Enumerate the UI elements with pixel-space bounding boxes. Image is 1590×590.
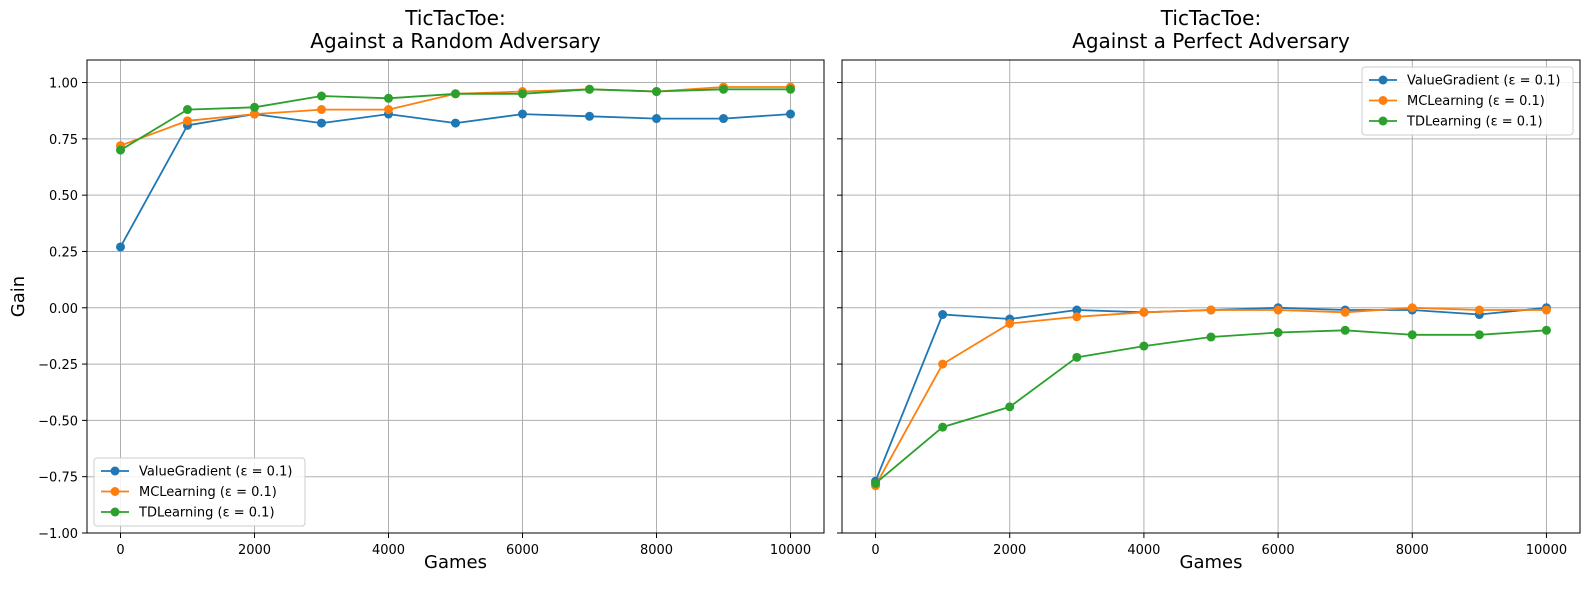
data-point-TDLearning <box>451 89 460 99</box>
legend-marker-ValueGradient <box>1378 75 1388 85</box>
data-point-ValueGradient <box>938 310 948 320</box>
x-tick-label: 10000 <box>1526 543 1567 558</box>
data-point-MCLearning <box>1072 312 1082 322</box>
legend: ValueGradient (ε = 0.1) MCLearning (ε = 0… <box>93 457 306 527</box>
data-point-TDLearning <box>1206 332 1216 342</box>
data-point-MCLearning <box>1206 305 1216 315</box>
legend-label-TDLearning: TDLearning (ε = 0.1) <box>1406 115 1543 130</box>
data-point-MCLearning <box>1139 307 1149 317</box>
data-point-MCLearning <box>250 109 259 119</box>
data-point-TDLearning <box>1474 330 1484 340</box>
data-point-MCLearning <box>1474 305 1484 315</box>
data-point-MCLearning <box>1541 305 1551 315</box>
data-point-TDLearning <box>585 84 594 94</box>
data-point-ValueGradient <box>786 109 795 119</box>
data-point-TDLearning <box>384 93 393 103</box>
data-point-MCLearning <box>183 116 192 126</box>
chart-title-line: TicTacToe: <box>404 6 505 30</box>
data-point-TDLearning <box>1407 330 1417 340</box>
data-point-TDLearning <box>652 87 661 97</box>
legend-box <box>93 457 306 527</box>
chart-panel-perfect-adversary: 0 2000 4000 6000 8000 10000 TicTacToe:Against … <box>837 6 1581 573</box>
x-tick-label: 0 <box>116 543 124 558</box>
data-point-TDLearning <box>1139 341 1149 351</box>
y-tick-label: 0.25 <box>49 245 78 260</box>
legend-marker-ValueGradient <box>110 466 120 476</box>
data-point-TDLearning <box>871 478 881 488</box>
chart-title-line: Against a Perfect Adversary <box>1072 29 1350 53</box>
data-point-MCLearning <box>1340 307 1350 317</box>
data-point-TDLearning <box>938 422 948 432</box>
data-point-TDLearning <box>250 102 259 112</box>
legend-label-ValueGradient: ValueGradient (ε = 0.1) <box>139 465 292 480</box>
data-point-ValueGradient <box>116 242 125 252</box>
x-tick-label: 10000 <box>770 543 811 558</box>
data-point-TDLearning <box>1273 328 1283 338</box>
y-tick-label: −0.75 <box>38 471 78 486</box>
data-point-MCLearning <box>1407 303 1417 313</box>
data-point-MCLearning <box>317 105 326 115</box>
x-tick-label: 2000 <box>238 543 271 558</box>
legend-box <box>1361 66 1574 136</box>
chart-title-line: TicTacToe: <box>1160 6 1261 30</box>
y-tick-label: 0.75 <box>49 133 78 148</box>
data-point-TDLearning <box>317 91 326 101</box>
y-tick-label: −0.25 <box>38 358 78 373</box>
plot-frame <box>86 59 825 534</box>
data-point-MCLearning <box>384 105 393 115</box>
y-tick-label: −1.00 <box>38 527 78 542</box>
data-point-TDLearning <box>1541 325 1551 335</box>
y-tick-label: 0.00 <box>49 302 78 317</box>
data-point-ValueGradient <box>719 114 728 124</box>
data-point-TDLearning <box>1340 325 1350 335</box>
y-axis-label: Gain <box>8 276 29 317</box>
data-point-TDLearning <box>183 105 192 115</box>
x-tick-label: 8000 <box>1396 543 1429 558</box>
legend-label-MCLearning: MCLearning (ε = 0.1) <box>1407 94 1545 109</box>
x-tick-label: 2000 <box>993 543 1026 558</box>
x-tick-label: 6000 <box>506 543 539 558</box>
series-line-TDLearning <box>874 329 1547 485</box>
x-tick-label: 0 <box>871 543 879 558</box>
data-point-ValueGradient <box>1072 305 1082 315</box>
data-point-MCLearning <box>1005 319 1015 329</box>
legend-marker-TDLearning <box>1378 116 1388 126</box>
data-point-TDLearning <box>116 145 125 155</box>
series-line-ValueGradient <box>119 113 791 248</box>
legend-label-ValueGradient: ValueGradient (ε = 0.1) <box>1407 74 1560 89</box>
data-point-MCLearning <box>938 359 948 369</box>
legend-label-TDLearning: TDLearning (ε = 0.1) <box>138 506 275 521</box>
legend-marker-TDLearning <box>110 507 120 517</box>
data-point-TDLearning <box>1005 402 1015 412</box>
legend-label-MCLearning: MCLearning (ε = 0.1) <box>139 485 277 500</box>
x-tick-label: 4000 <box>372 543 405 558</box>
data-point-ValueGradient <box>451 118 460 128</box>
legend-marker-MCLearning <box>110 487 120 496</box>
data-point-TDLearning <box>1072 352 1082 362</box>
y-tick-label: 0.50 <box>49 189 78 204</box>
y-tick-label: −0.50 <box>38 414 78 429</box>
data-point-MCLearning <box>1273 305 1283 315</box>
data-point-ValueGradient <box>585 111 594 121</box>
data-point-ValueGradient <box>652 114 661 124</box>
x-tick-label: 8000 <box>640 543 673 558</box>
data-point-TDLearning <box>518 89 527 99</box>
data-point-ValueGradient <box>317 118 326 128</box>
y-tick-label: 1.00 <box>49 77 78 92</box>
x-axis-label: Games <box>424 552 487 573</box>
legend: ValueGradient (ε = 0.1) MCLearning (ε = 0… <box>1361 66 1574 136</box>
x-tick-label: 4000 <box>1127 543 1160 558</box>
legend-marker-MCLearning <box>1378 96 1388 105</box>
plot-frame <box>841 59 1581 534</box>
x-tick-label: 6000 <box>1262 543 1295 558</box>
data-point-TDLearning <box>719 84 728 94</box>
data-point-TDLearning <box>786 84 795 94</box>
x-axis-label: Games <box>1180 552 1243 573</box>
data-point-ValueGradient <box>518 109 527 119</box>
chart-panel-random-adversary: 0 2000 4000 6000 8000 10000 −1.00 −0.75 −0.50 −0.… <box>8 6 825 573</box>
chart-title-line: Against a Random Adversary <box>310 29 601 53</box>
